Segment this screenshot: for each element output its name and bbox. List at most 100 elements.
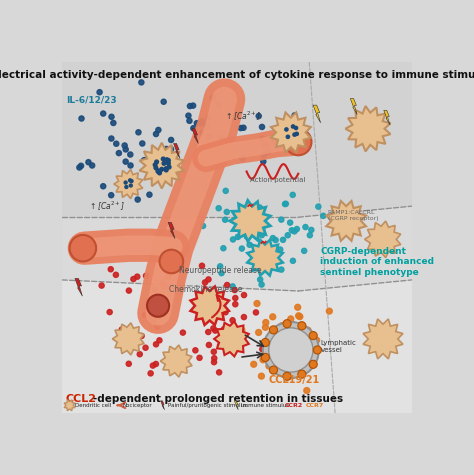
Polygon shape (62, 62, 412, 217)
Circle shape (204, 124, 210, 130)
Polygon shape (350, 98, 357, 114)
Polygon shape (229, 200, 270, 241)
Circle shape (254, 209, 259, 214)
Circle shape (155, 324, 160, 329)
Circle shape (86, 160, 91, 165)
Circle shape (269, 328, 313, 372)
Polygon shape (214, 322, 249, 356)
Circle shape (241, 125, 246, 130)
Circle shape (206, 342, 211, 348)
Circle shape (283, 201, 288, 206)
Circle shape (194, 121, 200, 126)
Circle shape (147, 294, 169, 317)
Circle shape (260, 227, 265, 232)
Circle shape (165, 275, 171, 280)
Circle shape (151, 318, 156, 323)
Circle shape (148, 315, 154, 321)
Circle shape (200, 119, 205, 124)
Circle shape (218, 135, 223, 140)
Circle shape (258, 373, 264, 379)
Circle shape (305, 327, 311, 333)
Circle shape (261, 353, 269, 361)
Circle shape (147, 192, 152, 197)
Circle shape (230, 318, 235, 323)
Polygon shape (247, 240, 283, 276)
Circle shape (290, 192, 295, 198)
Circle shape (147, 305, 152, 310)
Circle shape (304, 388, 310, 393)
Circle shape (136, 130, 141, 135)
Circle shape (293, 133, 296, 136)
Circle shape (279, 267, 284, 272)
Circle shape (164, 146, 169, 152)
Circle shape (156, 314, 161, 319)
Circle shape (187, 118, 192, 124)
Circle shape (221, 326, 227, 332)
Circle shape (292, 229, 297, 234)
Circle shape (327, 308, 332, 314)
Circle shape (97, 90, 102, 95)
Circle shape (313, 346, 321, 354)
Circle shape (283, 201, 288, 207)
Text: Dendritic cell: Dendritic cell (75, 403, 111, 408)
Circle shape (107, 310, 112, 314)
Circle shape (287, 137, 292, 142)
Circle shape (197, 355, 202, 361)
Circle shape (124, 181, 127, 184)
Circle shape (201, 223, 206, 228)
Circle shape (141, 158, 146, 163)
Circle shape (135, 274, 140, 279)
Circle shape (257, 277, 263, 282)
Circle shape (165, 158, 169, 162)
Circle shape (162, 157, 165, 161)
Circle shape (216, 102, 221, 107)
Circle shape (156, 169, 160, 172)
Circle shape (273, 140, 277, 145)
Circle shape (269, 366, 277, 374)
Circle shape (143, 345, 148, 351)
Text: Nociceptor: Nociceptor (123, 403, 152, 408)
Circle shape (300, 337, 306, 343)
Polygon shape (365, 221, 401, 257)
Circle shape (297, 314, 303, 320)
Circle shape (259, 233, 264, 238)
Circle shape (216, 206, 221, 211)
Circle shape (191, 103, 196, 108)
Circle shape (154, 132, 159, 137)
Circle shape (140, 141, 145, 146)
Circle shape (269, 326, 277, 334)
Text: CGRP-dependent
induction of enhanced
sentinel phenotype: CGRP-dependent induction of enhanced sen… (320, 247, 434, 276)
Circle shape (154, 166, 158, 170)
Circle shape (126, 361, 131, 366)
Circle shape (161, 306, 166, 312)
Circle shape (283, 329, 289, 335)
Circle shape (125, 186, 128, 189)
Circle shape (266, 363, 272, 369)
Circle shape (166, 159, 170, 162)
Circle shape (219, 271, 224, 276)
Circle shape (281, 237, 286, 242)
Circle shape (168, 256, 173, 261)
Polygon shape (326, 201, 366, 241)
Circle shape (128, 152, 133, 157)
Circle shape (285, 233, 291, 238)
Circle shape (289, 228, 294, 233)
Circle shape (144, 273, 149, 278)
Circle shape (99, 283, 104, 288)
Circle shape (100, 184, 106, 189)
Circle shape (239, 246, 245, 251)
Circle shape (223, 332, 228, 338)
Circle shape (239, 327, 245, 333)
Circle shape (279, 323, 284, 329)
Circle shape (233, 302, 238, 307)
Circle shape (113, 272, 118, 277)
Circle shape (236, 333, 241, 339)
Circle shape (263, 320, 269, 325)
Text: Chemokine release: Chemokine release (169, 285, 243, 294)
Circle shape (321, 213, 326, 218)
Circle shape (216, 148, 221, 153)
Circle shape (228, 336, 234, 342)
Text: $\uparrow$[Ca$^{2+}$]: $\uparrow$[Ca$^{2+}$] (88, 200, 125, 213)
Circle shape (164, 167, 168, 171)
Circle shape (153, 361, 158, 367)
